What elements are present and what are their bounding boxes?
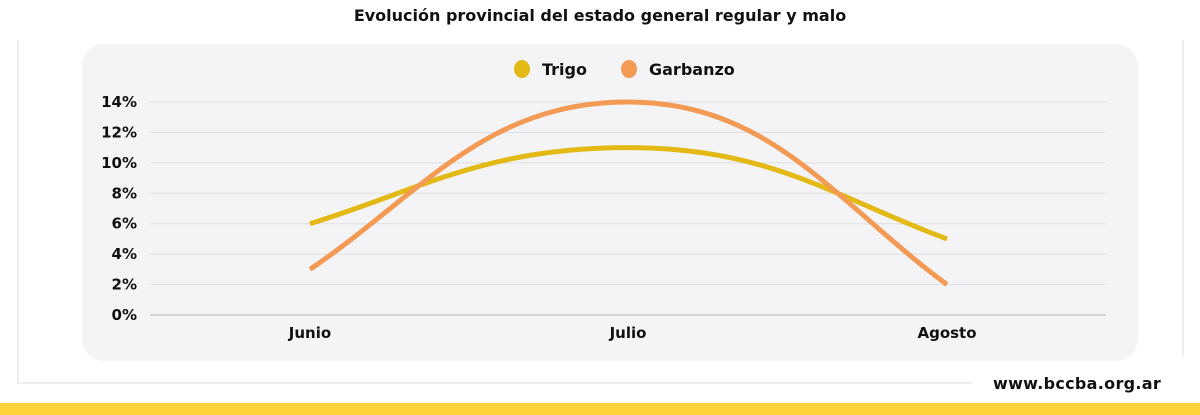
y-tick-label: 0% [112, 306, 137, 324]
y-tick-label: 12% [101, 123, 137, 141]
chart-card [82, 44, 1138, 361]
chart-title: Evolución provincial del estado general … [353, 6, 847, 25]
series-line-garbanzo [308, 99, 949, 287]
y-tick-label: 10% [101, 154, 137, 172]
x-tick-label: Julio [609, 324, 647, 342]
website-link[interactable]: www.bccba.org.ar [993, 374, 1162, 393]
frame-border [1182, 40, 1184, 356]
x-tick-label: Agosto [917, 324, 976, 342]
y-tick-label: 14% [101, 93, 137, 111]
legend-marker [514, 60, 530, 78]
frame-border [17, 40, 19, 384]
y-tick-label: 8% [112, 184, 137, 202]
y-tick-label: 6% [112, 215, 137, 233]
legend-label: Trigo [542, 60, 587, 79]
frame-border [17, 382, 972, 384]
x-tick-label: Junio [288, 324, 331, 342]
legend-marker [621, 60, 637, 78]
series-line-trigo [309, 145, 948, 242]
y-tick-label: 4% [112, 245, 137, 263]
footer-band [0, 403, 1200, 415]
y-tick-label: 2% [112, 276, 137, 294]
legend-label: Garbanzo [649, 60, 735, 79]
